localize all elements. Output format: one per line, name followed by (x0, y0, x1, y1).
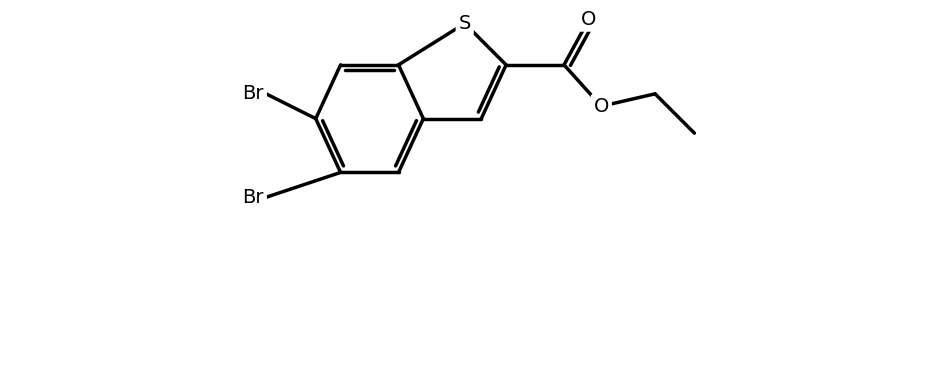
Text: O: O (581, 10, 597, 29)
Text: Br: Br (242, 84, 264, 103)
Text: S: S (459, 14, 471, 33)
Text: Br: Br (242, 188, 264, 207)
Text: O: O (593, 97, 609, 116)
